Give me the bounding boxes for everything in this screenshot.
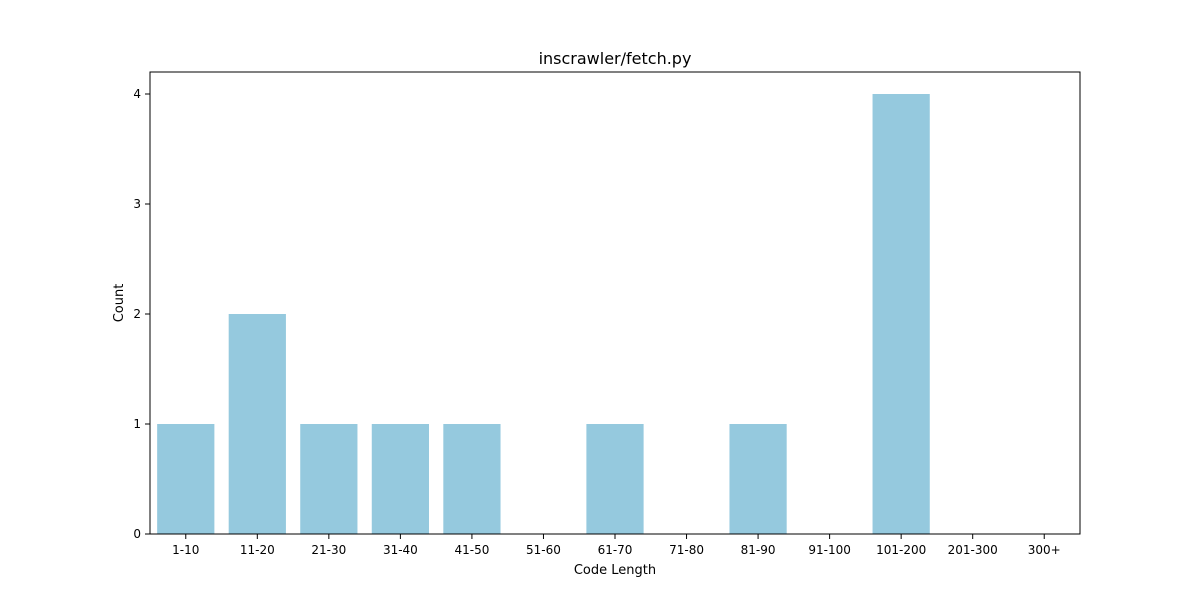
bar-1-10 [157,424,215,534]
x-tick-label-91-100: 91-100 [808,543,851,557]
x-tick-label-21-30: 21-30 [311,543,346,557]
y-axis: 0 1 2 3 4 [133,87,150,541]
y-tick-label-1: 1 [133,417,141,431]
x-tick-label-11-20: 11-20 [240,543,275,557]
bar-11-20 [228,314,286,534]
y-tick-label-4: 4 [133,87,141,101]
y-tick-label-3: 3 [133,197,141,211]
x-axis: 1-10 11-20 21-30 31-40 41-50 51-60 61-70 71-80 8… [172,534,1061,557]
bar-31-40 [371,424,429,534]
bar-61-70 [586,424,644,534]
x-tick-label-51-60: 51-60 [526,543,561,557]
x-tick-label-81-90: 81-90 [741,543,776,557]
chart-title: inscrawler/fetch.py [539,49,692,68]
bars-group [157,94,930,534]
x-tick-label-1-10: 1-10 [172,543,199,557]
y-axis-label: Count [112,284,127,323]
bar-101-200 [872,94,930,534]
x-tick-label-300+: 300+ [1028,543,1061,557]
bar-41-50 [443,424,501,534]
x-tick-label-31-40: 31-40 [383,543,418,557]
bar-81-90 [729,424,787,534]
y-tick-label-0: 0 [133,527,141,541]
x-tick-label-71-80: 71-80 [669,543,704,557]
bar-21-30 [300,424,358,534]
x-tick-label-41-50: 41-50 [454,543,489,557]
x-tick-label-201-300: 201-300 [948,543,998,557]
x-axis-label: Code Length [574,563,656,578]
x-tick-label-61-70: 61-70 [598,543,633,557]
x-tick-label-101-200: 101-200 [876,543,926,557]
y-tick-label-2: 2 [133,307,141,321]
